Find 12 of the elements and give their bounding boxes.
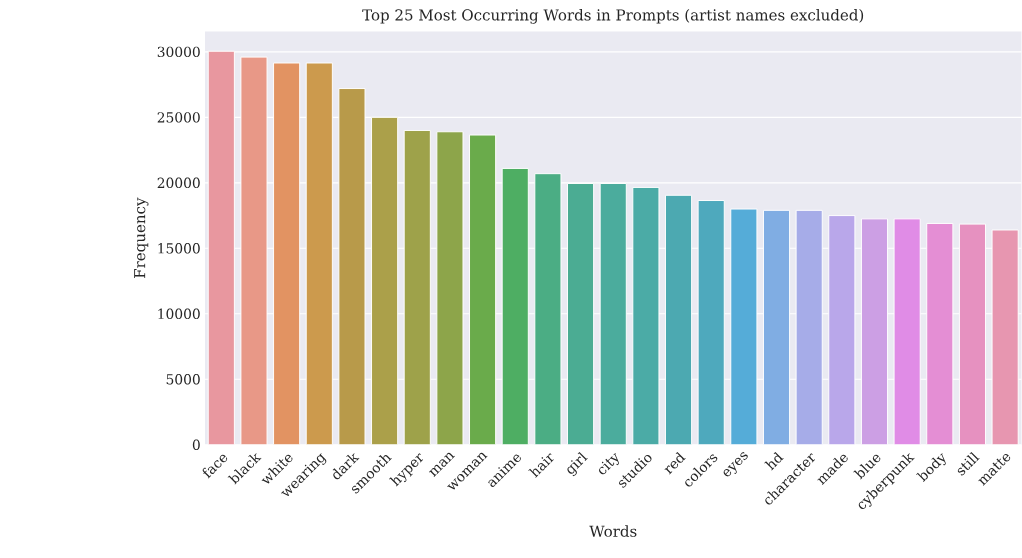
y-tick-label: 0 [192, 439, 200, 450]
y-tick-label: 5000 [166, 373, 200, 385]
y-tick-label: 10000 [158, 308, 200, 319]
x-axis-title: Words [589, 525, 637, 537]
y-axis-title: Frequency [134, 197, 149, 278]
y-tick-label: 30000 [157, 46, 200, 57]
chart-title: Top 25 Most Occurring Words in Prompts (artist names excluded) [362, 8, 864, 24]
y-tick-label: 20000 [157, 177, 200, 188]
x-tick-label: city [599, 452, 619, 475]
y-tick-label: 25000 [157, 111, 200, 123]
x-tick-label: red [664, 451, 686, 475]
y-tick-label: 15000 [158, 242, 200, 254]
